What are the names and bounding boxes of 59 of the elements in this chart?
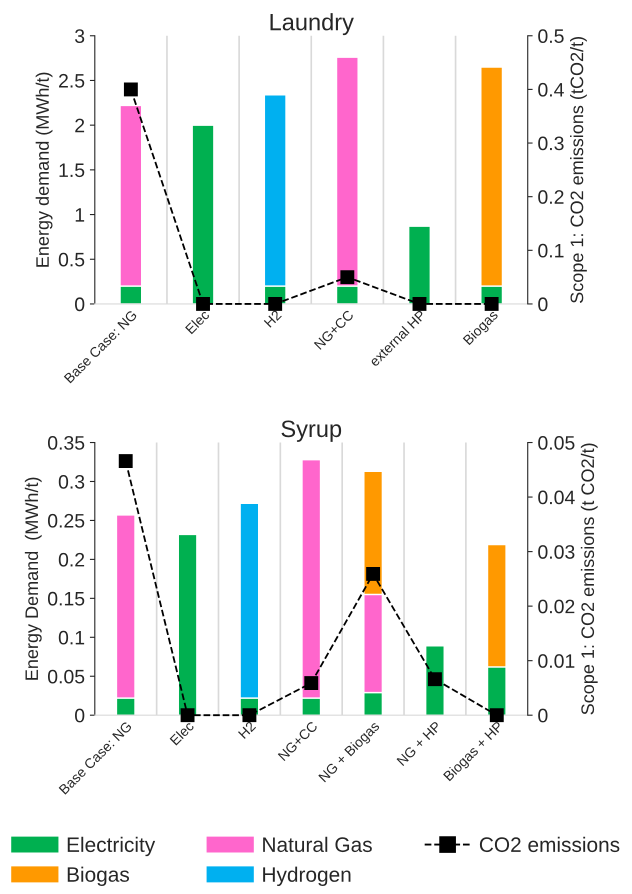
y-tick-label: 2: [75, 118, 84, 132]
y2-tick-label: 0.05: [538, 436, 574, 450]
point: [124, 82, 138, 96]
point: [118, 454, 133, 468]
bar: [408, 225, 432, 304]
point: [268, 297, 282, 311]
point: [340, 270, 354, 284]
bar: [178, 534, 198, 716]
y-tick-label: 1.5: [60, 164, 84, 178]
point: [412, 297, 426, 311]
y2-tick-label: 0.03: [538, 545, 574, 559]
legend-label: CO2 emissions: [480, 836, 620, 852]
y-tick-label: 0.1: [58, 630, 84, 645]
y-tick-label: 0: [75, 297, 84, 312]
y-tick-label: 1: [76, 208, 84, 222]
point: [242, 708, 256, 722]
y-tick-label: 0.25: [48, 514, 84, 528]
point: [366, 567, 380, 581]
chart-title: Syrup: [281, 420, 342, 442]
point: [304, 676, 318, 690]
y-tick-label: 0.5: [58, 252, 84, 266]
y-axis-title: Energy Demand (MWh/t): [24, 478, 42, 680]
chart-title: Laundry: [270, 13, 354, 36]
bar: [192, 124, 215, 304]
point: [196, 297, 210, 311]
y2-tick-label: 0: [538, 297, 548, 312]
y-tick-label: 0.05: [48, 670, 84, 684]
y-axis-title: Energy demand (MWh/t): [36, 72, 52, 267]
y-tick-label: 2.5: [59, 74, 84, 88]
y2-tick-label: 0.5: [538, 29, 564, 43]
y-tick-label: 0: [75, 708, 84, 722]
y-tick-label: 3: [75, 29, 84, 43]
legend-label: Electricity: [68, 836, 156, 856]
y2-tick-label: 0: [538, 708, 548, 722]
legend-label: Natural Gas: [263, 836, 372, 852]
y2-tick-label: 0.04: [538, 490, 575, 504]
x-tick-label: H2: [264, 310, 282, 328]
legend-label: Hydrogen: [263, 866, 350, 886]
x-tick-label: Elec: [169, 720, 195, 746]
y2-tick-label: 0.4: [538, 82, 564, 97]
y-tick-label: 0.3: [58, 474, 84, 489]
y2-tick-label: 0.1: [538, 244, 564, 258]
y-tick-label: 0.15: [48, 592, 84, 606]
y2-tick-label: 0.02: [538, 600, 574, 614]
point: [484, 297, 499, 311]
point: [490, 708, 504, 722]
y-tick-label: 0.35: [48, 436, 84, 450]
legend-label: Biogas: [68, 866, 130, 886]
y2-axis-title: Scope 1: CO2 emissions (t CO2/t): [580, 444, 598, 715]
y2-tick-label: 0.3: [538, 136, 564, 150]
y2-axis-title: Scope 1: CO2 emissions (tCO2/t): [570, 37, 587, 303]
x-tick-label: H2: [238, 720, 256, 739]
y2-tick-label: 0.01: [538, 654, 574, 668]
point: [428, 672, 442, 686]
y-tick-label: 0.2: [58, 552, 84, 567]
x-tick-label: Elec: [184, 309, 210, 334]
point: [180, 708, 195, 722]
x-tick-label: NG + HP: [396, 720, 442, 766]
y2-tick-label: 0.2: [538, 190, 564, 204]
